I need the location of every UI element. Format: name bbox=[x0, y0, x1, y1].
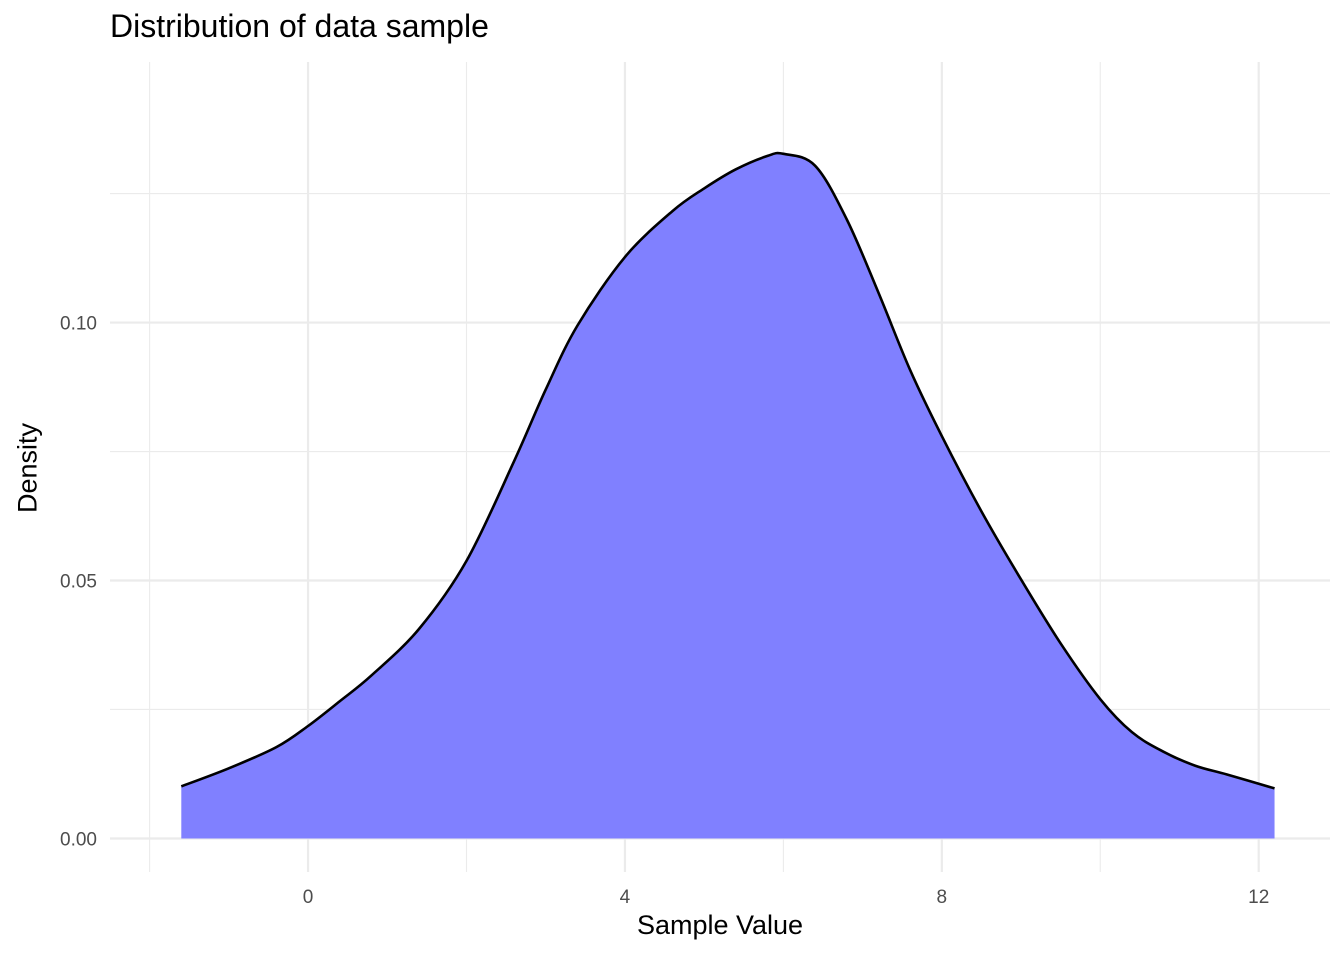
x-tick-label: 12 bbox=[1248, 887, 1269, 908]
y-tick-label: 0.05 bbox=[60, 572, 97, 593]
y-axis-title: Density bbox=[12, 422, 43, 514]
y-tick-label: 0.00 bbox=[60, 829, 97, 850]
density-line bbox=[180, 151, 1275, 790]
x-tick-label: 0 bbox=[303, 887, 314, 908]
density-area bbox=[181, 153, 1275, 839]
x-tick-label: 4 bbox=[620, 887, 631, 908]
chart-title: Distribution of data sample bbox=[110, 8, 489, 44]
y-tick-label: 0.10 bbox=[60, 314, 97, 335]
x-axis-title: Sample Value bbox=[636, 910, 804, 940]
x-tick-label: 8 bbox=[937, 887, 948, 908]
